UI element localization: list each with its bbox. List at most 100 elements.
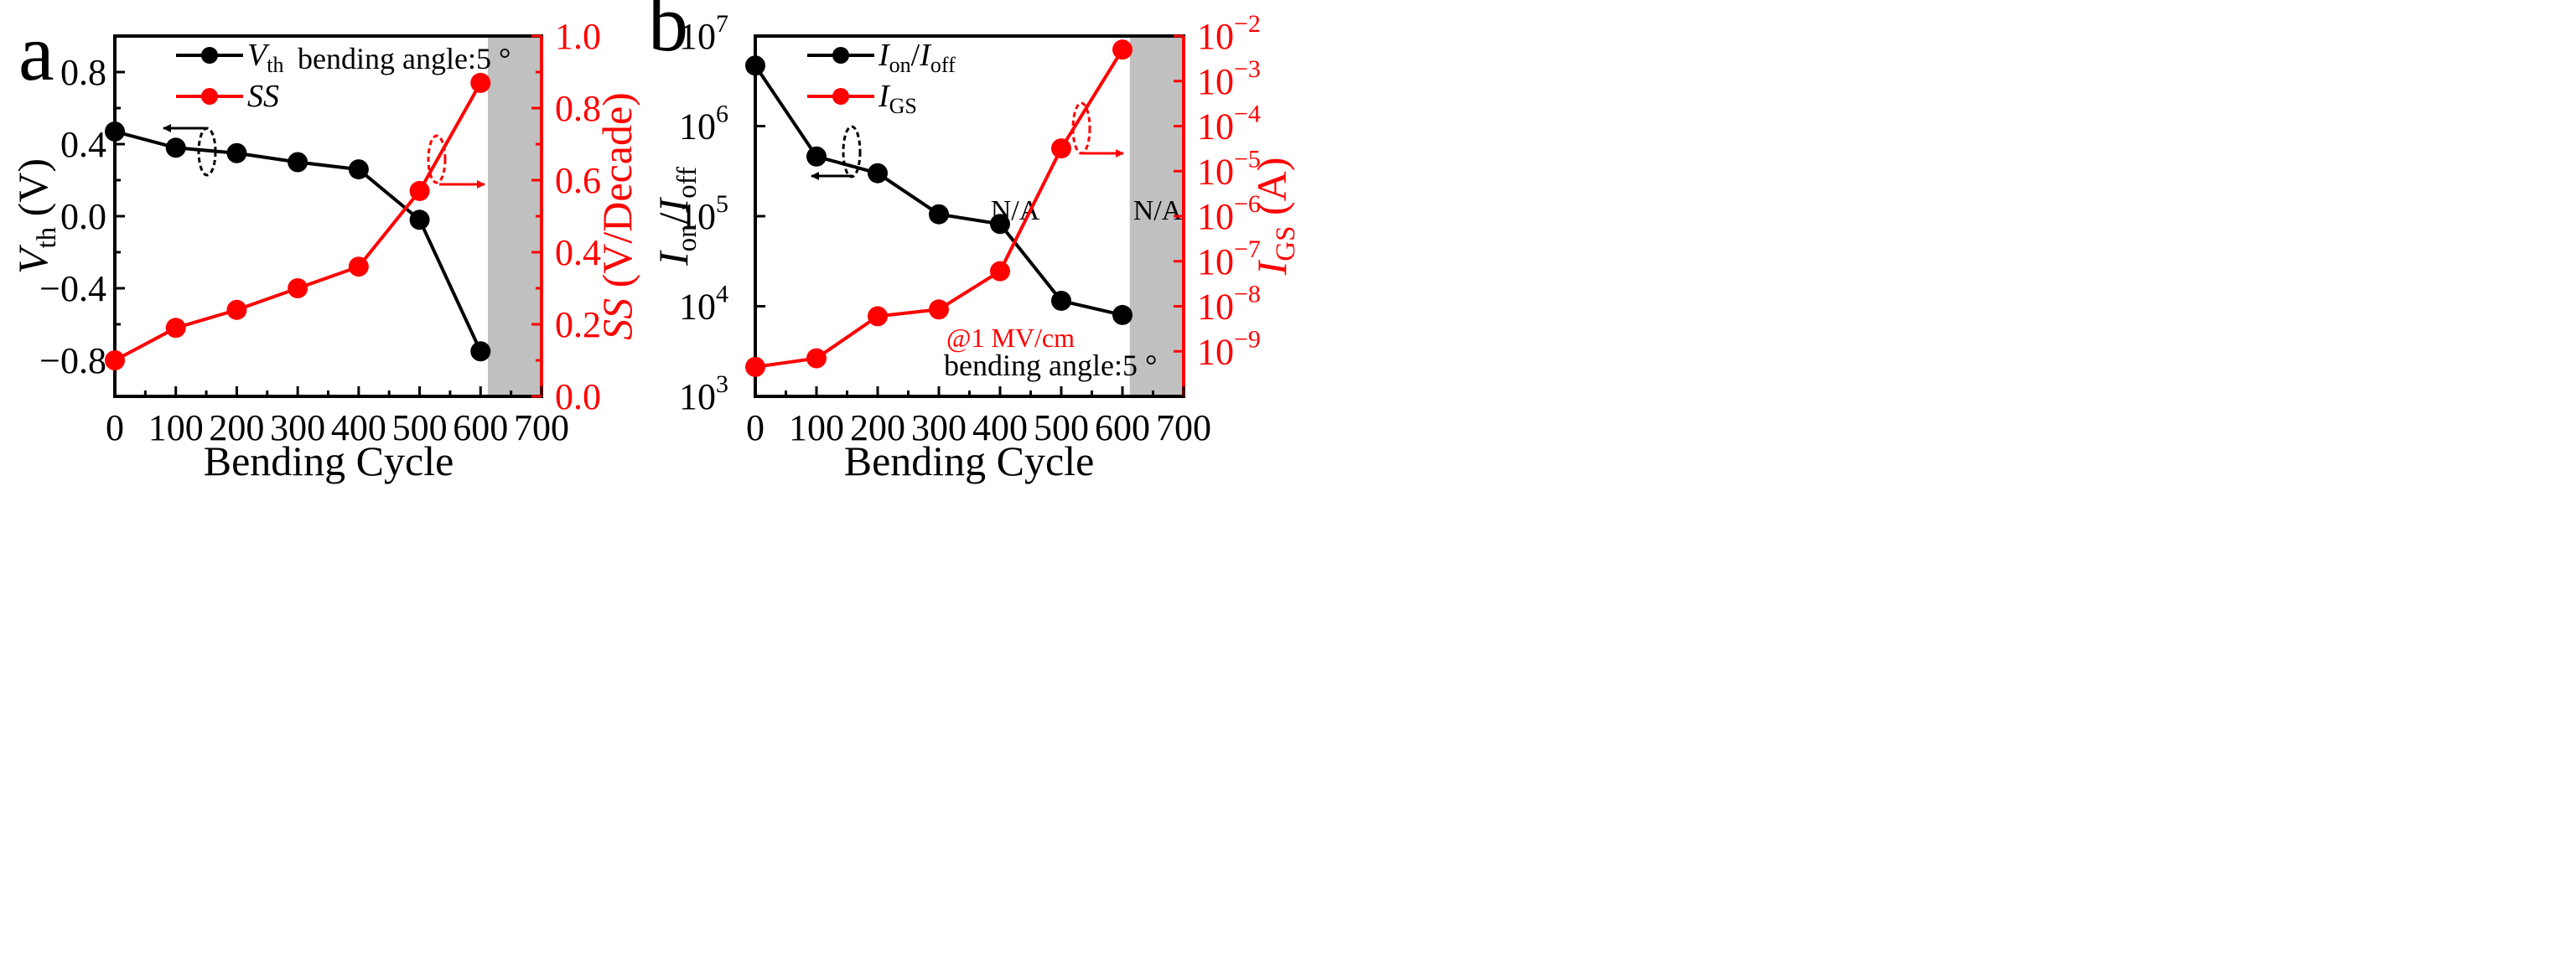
y-axis-right-title: SS (V/Decade) xyxy=(593,92,640,340)
data-point-ion-ioff xyxy=(1112,304,1133,325)
data-point-ss xyxy=(409,180,430,201)
data-point-igs xyxy=(1112,39,1133,60)
x-tick-label: 400 xyxy=(972,407,1028,448)
y-right-tick-label: 0.0 xyxy=(555,376,601,417)
panel-a: a N/A 0 100 200 300 400 500 600 700 −0.8−0.40.0… xyxy=(9,8,1040,484)
y-right-tick-label: 10−6 xyxy=(1197,190,1261,237)
y-left-tick-label: 105 xyxy=(679,190,728,237)
dashed-ellipse xyxy=(197,127,217,177)
y-right-tick-label: 0.2 xyxy=(555,304,601,345)
y-right-tick-label: 10−4 xyxy=(1197,101,1261,147)
data-point-vth xyxy=(348,159,369,180)
legend: Ion/Ioff IGS xyxy=(807,38,956,118)
legend-marker-ss xyxy=(201,88,218,105)
y-right-tick-label: 10−9 xyxy=(1197,325,1261,372)
panel-b: b N/A 0 100 200 300 400 500 600 700 103 104 105 10… xyxy=(648,0,1301,484)
ss-axis-indicator xyxy=(427,134,485,189)
na-region xyxy=(488,36,542,396)
data-point-igs xyxy=(745,356,765,377)
x-tick-label: 0 xyxy=(106,407,124,448)
data-point-igs xyxy=(929,299,949,320)
y-axis-left-title: Ion/Ioff xyxy=(650,167,702,266)
field-annotation: @1 MV/cm xyxy=(946,323,1075,353)
y-axis-left-title: Vth (V) xyxy=(9,158,62,274)
y-left-tick-label: 0.4 xyxy=(60,124,106,165)
data-point-ion-ioff xyxy=(745,55,765,76)
series-line-ion-ioff xyxy=(754,65,1123,317)
x-tick-label: 500 xyxy=(1034,407,1089,448)
x-tick-label: 600 xyxy=(1095,407,1150,448)
y-right-tick-label: 10−5 xyxy=(1197,145,1261,192)
x-axis-title: Bending Cycle xyxy=(204,437,454,484)
legend-marker-igs xyxy=(832,88,849,105)
data-point-ion-ioff xyxy=(929,204,949,225)
legend-marker-ion-ioff xyxy=(832,47,849,64)
legend-label-ss: SS xyxy=(247,79,279,114)
x-tick-label: 600 xyxy=(453,407,508,448)
data-point-vth xyxy=(165,137,186,158)
data-point-vth xyxy=(470,341,491,362)
data-point-ss xyxy=(348,256,369,277)
y-right-tick-label: 1.0 xyxy=(555,16,601,57)
dashed-ellipse xyxy=(427,134,447,184)
legend-label-igs: IGS xyxy=(878,79,917,118)
y-right-tick-label: 10−8 xyxy=(1197,281,1261,328)
na-label: N/A xyxy=(1133,195,1183,226)
data-point-vth xyxy=(409,209,430,230)
x-tick-label: 300 xyxy=(270,407,325,448)
data-point-ss xyxy=(288,278,308,298)
x-tick-label: 100 xyxy=(148,407,204,448)
data-point-igs xyxy=(806,348,827,369)
igs-axis-indicator xyxy=(1071,101,1124,158)
dashed-ellipse xyxy=(1071,101,1091,155)
y-right-tick-label: 10−3 xyxy=(1197,55,1261,102)
x-tick-label: 500 xyxy=(392,407,448,448)
data-point-ion-ioff xyxy=(868,163,888,184)
data-point-ion-ioff xyxy=(1051,290,1071,311)
y-axis-right-title: IGS (A) xyxy=(1248,158,1301,277)
y-left-tick-label: −0.4 xyxy=(39,268,106,309)
x-axis-title: Bending Cycle xyxy=(844,437,1095,484)
data-point-igs xyxy=(868,306,888,327)
data-point-igs xyxy=(990,261,1010,282)
y-left-tick-label: 107 xyxy=(679,10,728,57)
panel-a-label: a xyxy=(18,8,54,97)
y-right-tick-label: 0.8 xyxy=(555,88,601,129)
x-tick-label: 100 xyxy=(789,407,844,448)
legend-marker-vth xyxy=(201,47,218,64)
y-right-tick-label: 0.4 xyxy=(555,232,601,273)
data-point-ss xyxy=(165,318,186,339)
vth-axis-indicator xyxy=(163,124,217,177)
y-left-tick-label: −0.8 xyxy=(39,340,106,381)
bending-angle-annotation: bending angle:5 ° xyxy=(298,42,511,75)
x-tick-label: 0 xyxy=(746,407,765,448)
x-tick-label: 300 xyxy=(911,407,967,448)
x-tick-label: 200 xyxy=(850,407,905,448)
data-point-vth xyxy=(288,152,308,173)
y-left-tick-label: 0.8 xyxy=(60,52,106,93)
dashed-ellipse xyxy=(842,125,862,178)
y-left-tick-label: 0.0 xyxy=(60,196,106,237)
y-left-tick-label: 106 xyxy=(679,101,728,147)
legend: Vth SS xyxy=(176,38,283,114)
y-left-tick-label: 104 xyxy=(679,281,728,328)
data-point-ss xyxy=(226,299,247,320)
panel-b-label: b xyxy=(648,0,688,68)
bending-angle-annotation: bending angle:5 ° xyxy=(944,349,1157,382)
legend-label-vth: Vth xyxy=(247,38,283,77)
x-tick-label: 700 xyxy=(514,407,569,448)
data-point-ion-ioff xyxy=(806,146,827,167)
y-left-tick-label: 103 xyxy=(679,370,728,417)
data-point-ion-ioff xyxy=(990,214,1010,235)
data-point-vth xyxy=(226,142,247,163)
data-point-ss xyxy=(470,72,491,93)
y-right-tick-label: 0.6 xyxy=(555,160,601,201)
y-right-tick-label: 10−2 xyxy=(1197,10,1261,57)
data-point-igs xyxy=(1051,138,1071,159)
x-tick-label: 400 xyxy=(331,407,386,448)
data-point-vth xyxy=(105,121,125,142)
legend-label-ion-ioff: Ion/Ioff xyxy=(878,38,956,77)
ion-ioff-axis-indicator xyxy=(811,125,862,180)
data-point-ss xyxy=(105,350,125,370)
